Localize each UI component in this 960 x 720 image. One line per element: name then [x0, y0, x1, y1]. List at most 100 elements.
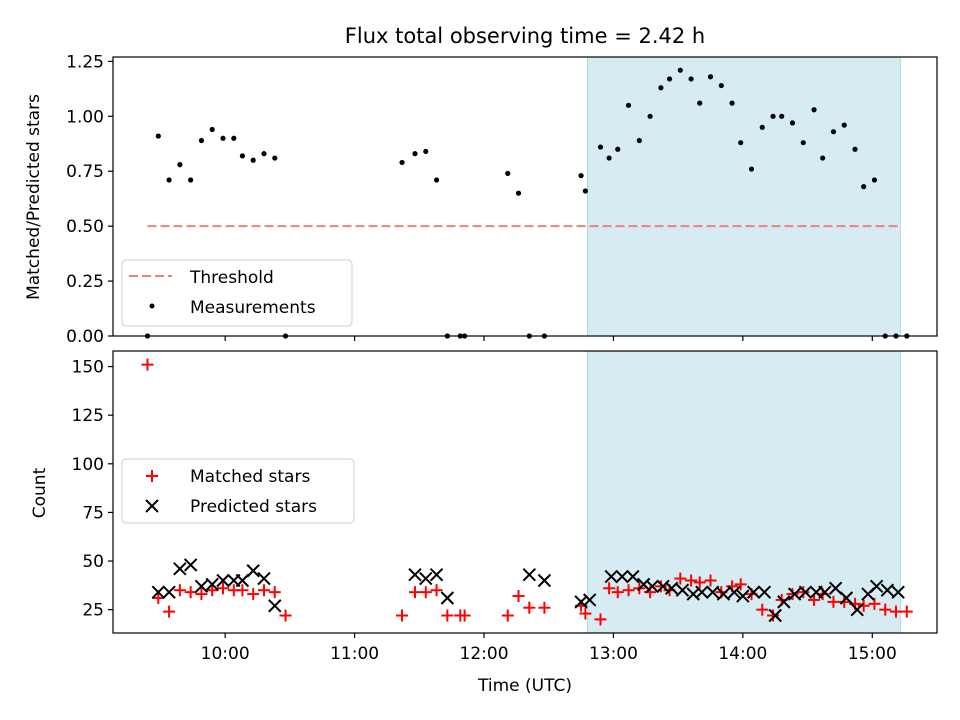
measurement-point	[852, 146, 858, 152]
measurement-point	[188, 177, 194, 183]
predicted-star-point	[768, 608, 782, 623]
bottom-y-axis: 25 50 75 100 125 150	[72, 358, 113, 621]
predicted-star-point	[850, 602, 864, 617]
matched-star-point	[217, 582, 230, 595]
measurement-point	[177, 162, 183, 168]
measurement-point	[841, 122, 847, 128]
matched-star-point	[408, 586, 421, 599]
legend-matched-label: Matched stars	[190, 467, 310, 487]
matched-star-point	[827, 595, 840, 608]
matched-star-point	[458, 609, 471, 622]
bottom-y-tick-label: 125	[72, 406, 104, 426]
measurement-point	[399, 159, 405, 166]
matched-star-point	[579, 607, 592, 620]
matched-star-point	[734, 578, 747, 591]
predicted-star-point	[798, 585, 813, 599]
measurement-point	[718, 82, 724, 89]
measurement-point	[155, 133, 161, 139]
predicted-star-point	[664, 581, 679, 595]
top-y-axis-label: Matched/Predicted stars	[24, 94, 44, 300]
measurement-point	[515, 190, 522, 196]
predicted-star-point	[839, 591, 854, 605]
predicted-star-point	[716, 587, 731, 601]
measurement-point	[697, 100, 703, 106]
measurement-point	[433, 177, 440, 183]
matched-star-point	[890, 605, 903, 618]
measurement-point	[666, 76, 673, 82]
matched-star-point	[279, 609, 292, 622]
matched-star-point	[879, 603, 892, 616]
measurement-point	[412, 151, 418, 157]
measurement-point	[759, 124, 765, 130]
predicted-star-point	[162, 585, 176, 599]
matched-star-point	[419, 586, 432, 599]
measurement-point	[231, 135, 237, 141]
bottom-y-tick-label: 75	[82, 503, 104, 523]
matched-star-point	[594, 613, 607, 626]
measurement-point	[625, 102, 632, 108]
predicted-star-point	[257, 571, 271, 586]
measurement-point	[800, 140, 806, 146]
top-legend: Threshold Measurements	[121, 259, 353, 327]
predicted-star-point	[736, 589, 750, 603]
measurement-point	[688, 76, 694, 82]
predicted-star-point	[246, 564, 260, 578]
matched-star-point	[704, 574, 717, 587]
measurement-point	[250, 157, 256, 163]
top-y-axis: 0.00 0.25 0.50 0.75 1.00 1.25	[66, 52, 113, 347]
measurement-point	[830, 129, 837, 135]
measurement-point	[738, 140, 744, 146]
measurement-point	[597, 144, 604, 150]
predicted-star-point	[891, 585, 905, 599]
x-tick-label: 15:00	[848, 644, 897, 664]
measurement-point	[820, 155, 826, 161]
matched-star-point	[268, 586, 281, 599]
predicted-star-point	[419, 571, 433, 586]
predicted-star-point	[626, 569, 640, 584]
predicted-star-point	[746, 585, 761, 599]
matched-star-point	[206, 584, 219, 597]
measurement-point	[748, 166, 755, 172]
measurement-point	[272, 155, 278, 161]
measurement-point	[677, 67, 683, 73]
predicted-star-point	[429, 567, 444, 582]
legend-threshold-label: Threshold	[189, 268, 274, 288]
x-tick-label: 11:00	[330, 644, 379, 664]
legend-matched-swatch	[146, 470, 158, 482]
matched-star-point	[603, 582, 616, 595]
measurement-point	[261, 151, 267, 157]
measurement-point	[779, 113, 785, 119]
measurement-point	[198, 137, 205, 144]
matched-star-point	[685, 574, 698, 587]
predicted-star-point	[268, 599, 282, 613]
predicted-star-point	[604, 569, 618, 584]
matched-star-point	[152, 591, 165, 604]
legend-measurements-swatch	[149, 303, 155, 309]
predicted-star-point	[151, 585, 166, 599]
measurement-point	[871, 177, 878, 183]
matched-star-point	[538, 601, 551, 614]
predicted-star-point	[777, 595, 791, 609]
legend-predicted-label: Predicted stars	[190, 497, 317, 517]
matched-star-point	[236, 584, 249, 597]
predicted-star-point	[818, 585, 832, 599]
measurement-point	[606, 155, 612, 161]
top-y-tick-label: 0.50	[66, 217, 104, 237]
matched-star-point	[163, 605, 176, 618]
legend-measurements-label: Measurements	[190, 298, 316, 318]
bottom-legend-box	[121, 458, 355, 524]
predicted-star-point	[235, 573, 250, 588]
matched-star-point	[868, 597, 881, 610]
matched-star-point	[900, 605, 913, 618]
matched-star-point	[786, 588, 799, 601]
predicted-stars-series	[151, 558, 905, 623]
matched-star-point	[195, 588, 208, 601]
predicted-star-point	[645, 579, 659, 594]
x-tick-label: 10:00	[201, 644, 250, 664]
matched-star-point	[654, 580, 667, 593]
predicted-star-point	[440, 591, 455, 605]
measurement-point	[811, 107, 817, 113]
predicted-star-point	[537, 573, 552, 588]
bottom-panel: 25 50 75 100 125 150 10:00 11:00 12:00 13:00 14:0…	[30, 350, 938, 696]
bottom-y-tick-label: 25	[82, 601, 104, 621]
